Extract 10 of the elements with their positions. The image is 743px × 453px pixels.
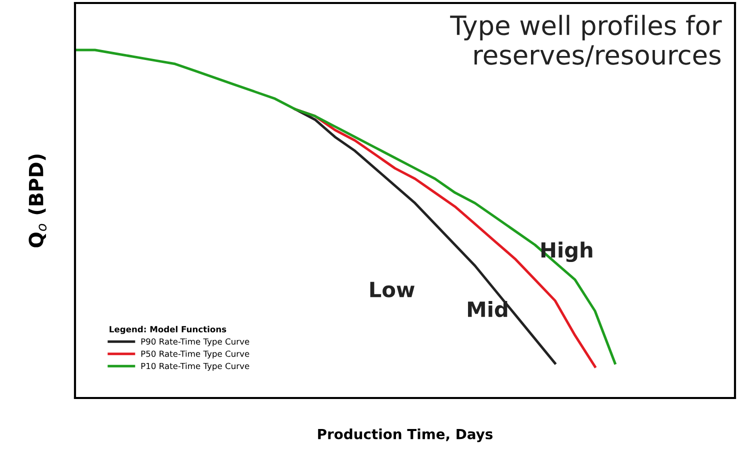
annotation: Mid	[468, 301, 508, 318]
annotation: High	[541, 242, 592, 262]
legend-label: P50 Rate-Time Type Curve	[141, 350, 250, 359]
x-axis-title: Production Time, Days	[318, 428, 492, 442]
legend-label: P90 Rate-Time Type Curve	[141, 338, 250, 346]
legend-label: P10 Rate-Time Type Curve	[141, 362, 250, 371]
y-axis-title: Q$_{o}$ (BPD)	[28, 154, 47, 248]
annotation: Low	[370, 282, 414, 298]
legend-title: Legend: Model Functions	[110, 326, 226, 334]
annotation: Type well profiles for reserves/resources	[450, 14, 722, 67]
